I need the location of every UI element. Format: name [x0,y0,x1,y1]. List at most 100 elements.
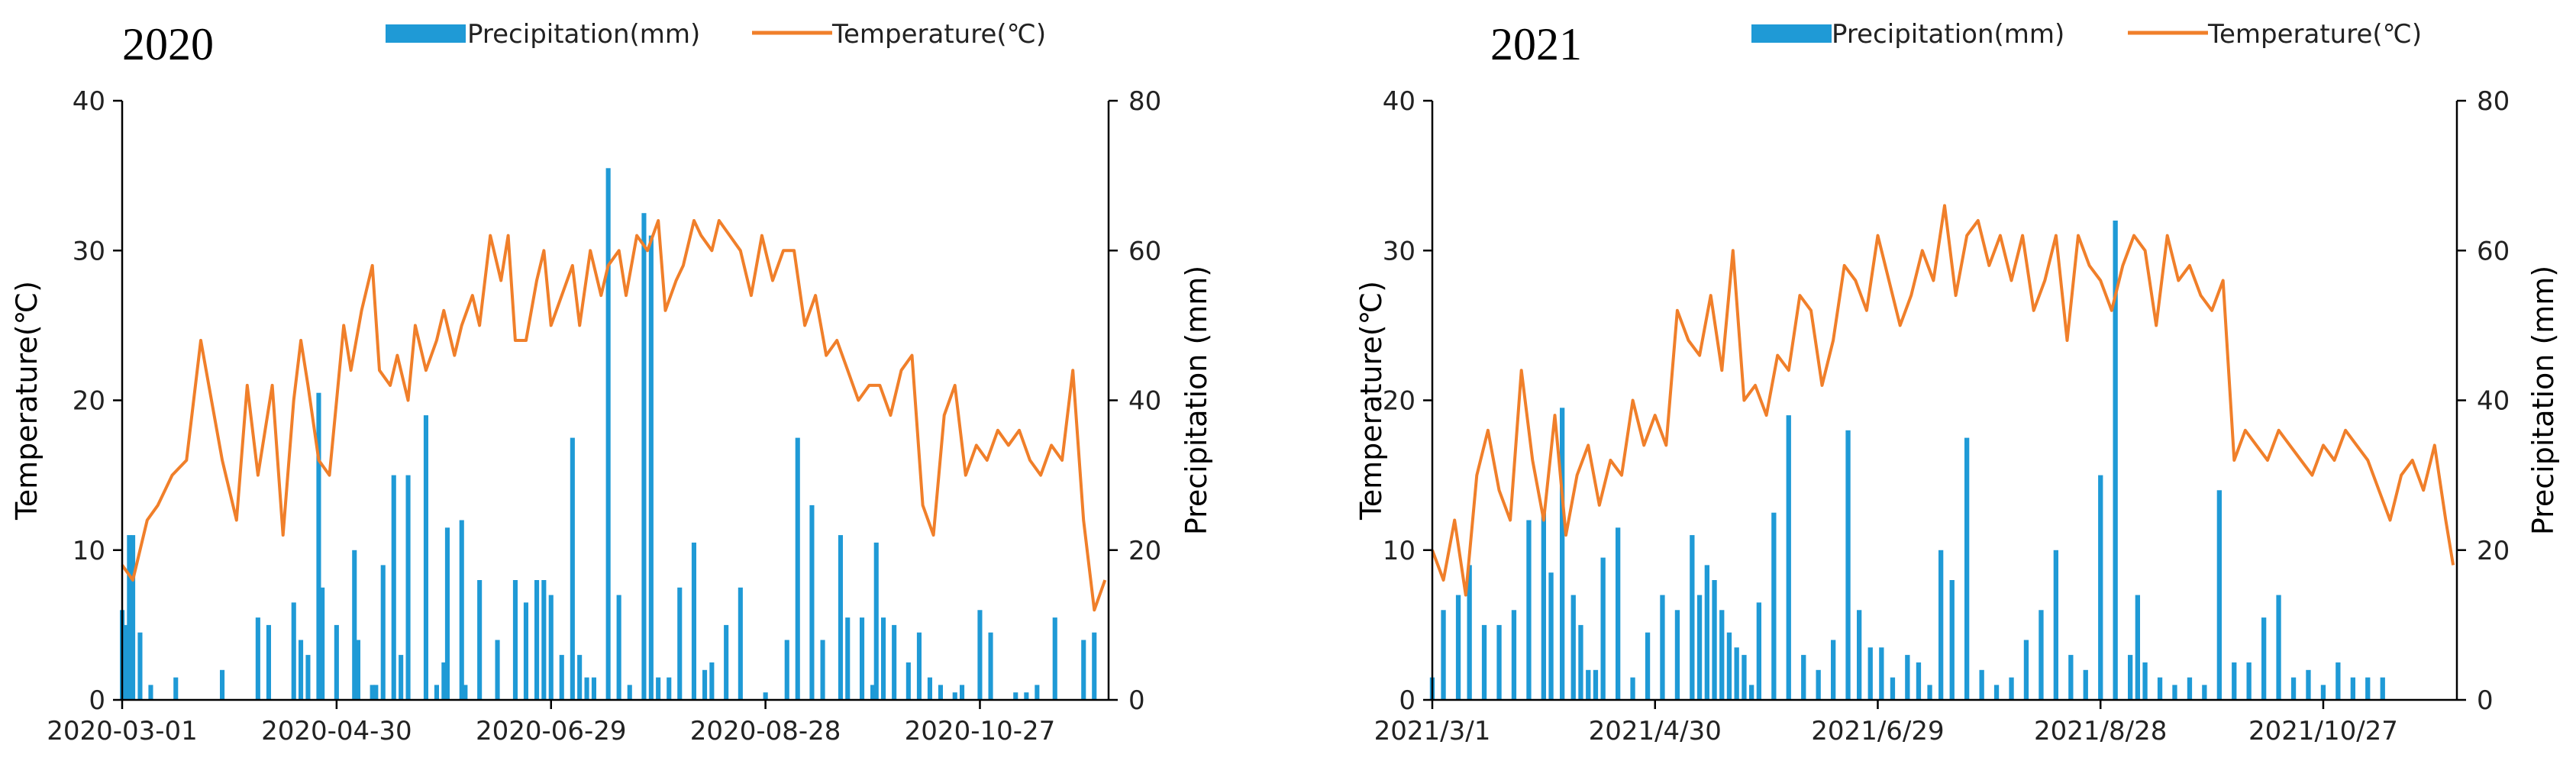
y-axis-left-label-2020: Temperature(℃) [10,281,44,521]
precipitation-bar-2020-2 [127,535,132,700]
precipitation-bar-2020-61 [845,617,851,700]
precipitation-bar-2020-46 [648,235,654,701]
precipitation-bar-2021-24 [1712,580,1717,700]
precipitation-bar-2021-13 [1586,669,1591,701]
precipitation-bar-2021-74 [2365,677,2371,700]
precipitation-bar-2020-48 [667,677,672,700]
precipitation-bar-2020-79 [1081,640,1086,700]
precipitation-bar-2020-39 [577,655,583,700]
y-left-tick-label-2020-1: 10 [73,536,105,566]
precipitation-bar-2021-46 [1964,437,1970,700]
y-axis-right-label-2020: Precipitation (mm) [1180,266,1213,535]
precipitation-bar-2020-43 [616,595,621,700]
x-tick-label-2020-2: 2020-06-29 [476,716,627,746]
precipitation-bar-2021-48 [1993,685,2000,700]
precipitation-bar-2021-25 [1719,610,1725,701]
precipitation-bar-2021-3 [1467,565,1472,700]
precipitation-bar-2021-36 [1845,430,1851,701]
precipitation-bar-2020-70 [938,685,943,700]
chart-title-2020: 2020 [122,19,214,69]
precipitation-bar-2020-63 [870,685,876,700]
precipitation-bar-2020-35 [541,580,547,700]
precipitation-bar-2020-13 [316,392,321,700]
precipitation-bar-2021-39 [1879,647,1884,700]
y-right-tick-label-2020-1: 20 [1128,536,1161,566]
y-right-tick-label-2021-4: 80 [2477,86,2510,117]
precipitation-bar-2020-11 [299,640,304,700]
precipitation-bar-2021-38 [1867,647,1873,700]
precipitation-bar-2021-47 [1979,669,1984,701]
precipitation-bar-2021-21 [1690,535,1695,700]
precipitation-bar-2020-32 [512,580,518,700]
y-left-tick-label-2020-4: 40 [73,86,105,117]
x-tick-label-2020-0: 2020-03-01 [47,716,198,746]
precipitation-bar-2021-35 [1831,640,1836,700]
precipitation-bar-2021-28 [1742,655,1747,700]
precipitation-bar-2020-5 [148,685,153,700]
precipitation-bar-2021-57 [2128,655,2133,700]
precipitation-bar-2021-55 [2098,475,2103,700]
precipitation-bar-2021-23 [1704,565,1709,700]
y-axis-right-label-2021: Precipitation (mm) [2526,266,2560,535]
precipitation-bar-2020-68 [916,632,922,700]
precipitation-bar-2020-65 [881,617,886,700]
precipitation-bar-2020-80 [1092,632,1097,700]
precipitation-bar-2020-19 [373,685,379,700]
precipitation-bar-2021-66 [2246,662,2252,700]
precipitation-bar-2020-74 [988,632,993,700]
precipitation-bar-2020-17 [355,640,360,700]
precipitation-bar-2020-33 [523,602,528,700]
y-left-tick-label-2021-0: 0 [1399,685,1416,716]
y-left-tick-label-2021-3: 30 [1383,236,1416,266]
precipitation-bar-2020-38 [570,437,575,700]
precipitation-bar-2020-41 [591,677,596,700]
precipitation-bar-2021-14 [1593,669,1599,701]
precipitation-bar-2020-28 [459,520,464,700]
precipitation-bar-2021-1 [1441,610,1446,701]
precipitation-bar-2020-29 [463,685,468,700]
y-right-tick-label-2020-2: 40 [1128,386,1161,417]
precipitation-bar-2020-15 [334,624,339,700]
legend-label-precipitation-2020: Precipitation(mm) [467,19,700,50]
chart-title-2021: 2021 [1490,19,1582,69]
precipitation-bar-2021-11 [1570,595,1576,700]
y-left-tick-label-2020-0: 0 [89,685,105,716]
precipitation-bar-2020-1 [123,624,128,700]
precipitation-bar-2020-37 [559,655,564,700]
precipitation-bar-2021-34 [1816,669,1821,701]
precipitation-bar-2020-27 [444,527,450,700]
precipitation-bar-2021-16 [1616,527,1621,700]
precipitation-bar-2021-6 [1511,610,1517,701]
chart-2021: 2021 Precipitation(mm) Temperature(℃) 0 10 20… [1288,0,2576,764]
precipitation-bar-2021-56 [2113,221,2118,700]
precipitation-bar-2021-19 [1660,595,1665,700]
y-right-tick-label-2021-1: 20 [2477,536,2510,566]
precipitation-bar-2020-21 [391,475,396,700]
precipitation-bar-2020-73 [977,610,983,701]
precipitation-bar-2021-8 [1541,512,1546,700]
y-right-tick-label-2021-0: 0 [2477,685,2494,716]
precipitation-bar-2020-36 [548,595,554,700]
precipitation-bar-2021-68 [2276,595,2281,700]
precipitation-bar-2021-70 [2306,669,2311,701]
precipitation-bar-2021-73 [2350,677,2355,700]
precipitation-bar-2021-59 [2142,662,2148,700]
precipitation-bar-2021-30 [1756,602,1761,700]
precipitation-bar-2020-9 [266,624,271,700]
precipitation-bar-2020-50 [691,542,696,700]
precipitation-bar-2021-58 [2135,595,2140,700]
y-left-tick-label-2021-4: 40 [1383,86,1416,117]
precipitation-bar-2021-17 [1630,677,1635,700]
precipitation-bar-2021-4 [1481,624,1487,700]
precipitation-bar-2021-9 [1548,572,1554,700]
x-tick-label-2021-1: 2021/4/30 [1589,716,1722,746]
precipitation-bar-2021-72 [2336,662,2341,700]
precipitation-bar-2021-27 [1734,647,1739,700]
precipitation-bar-2021-69 [2290,677,2297,700]
precipitation-bar-2020-72 [960,685,965,700]
precipitation-bar-2021-32 [1786,415,1791,700]
chart-2020-svg: 2020 Precipitation(mm) Temperature(℃) 0 10 20… [10,19,1213,746]
precipitation-bar-2021-41 [1905,655,1910,700]
precipitation-bar-2020-78 [1052,617,1057,700]
precipitation-bar-2020-55 [763,692,768,700]
